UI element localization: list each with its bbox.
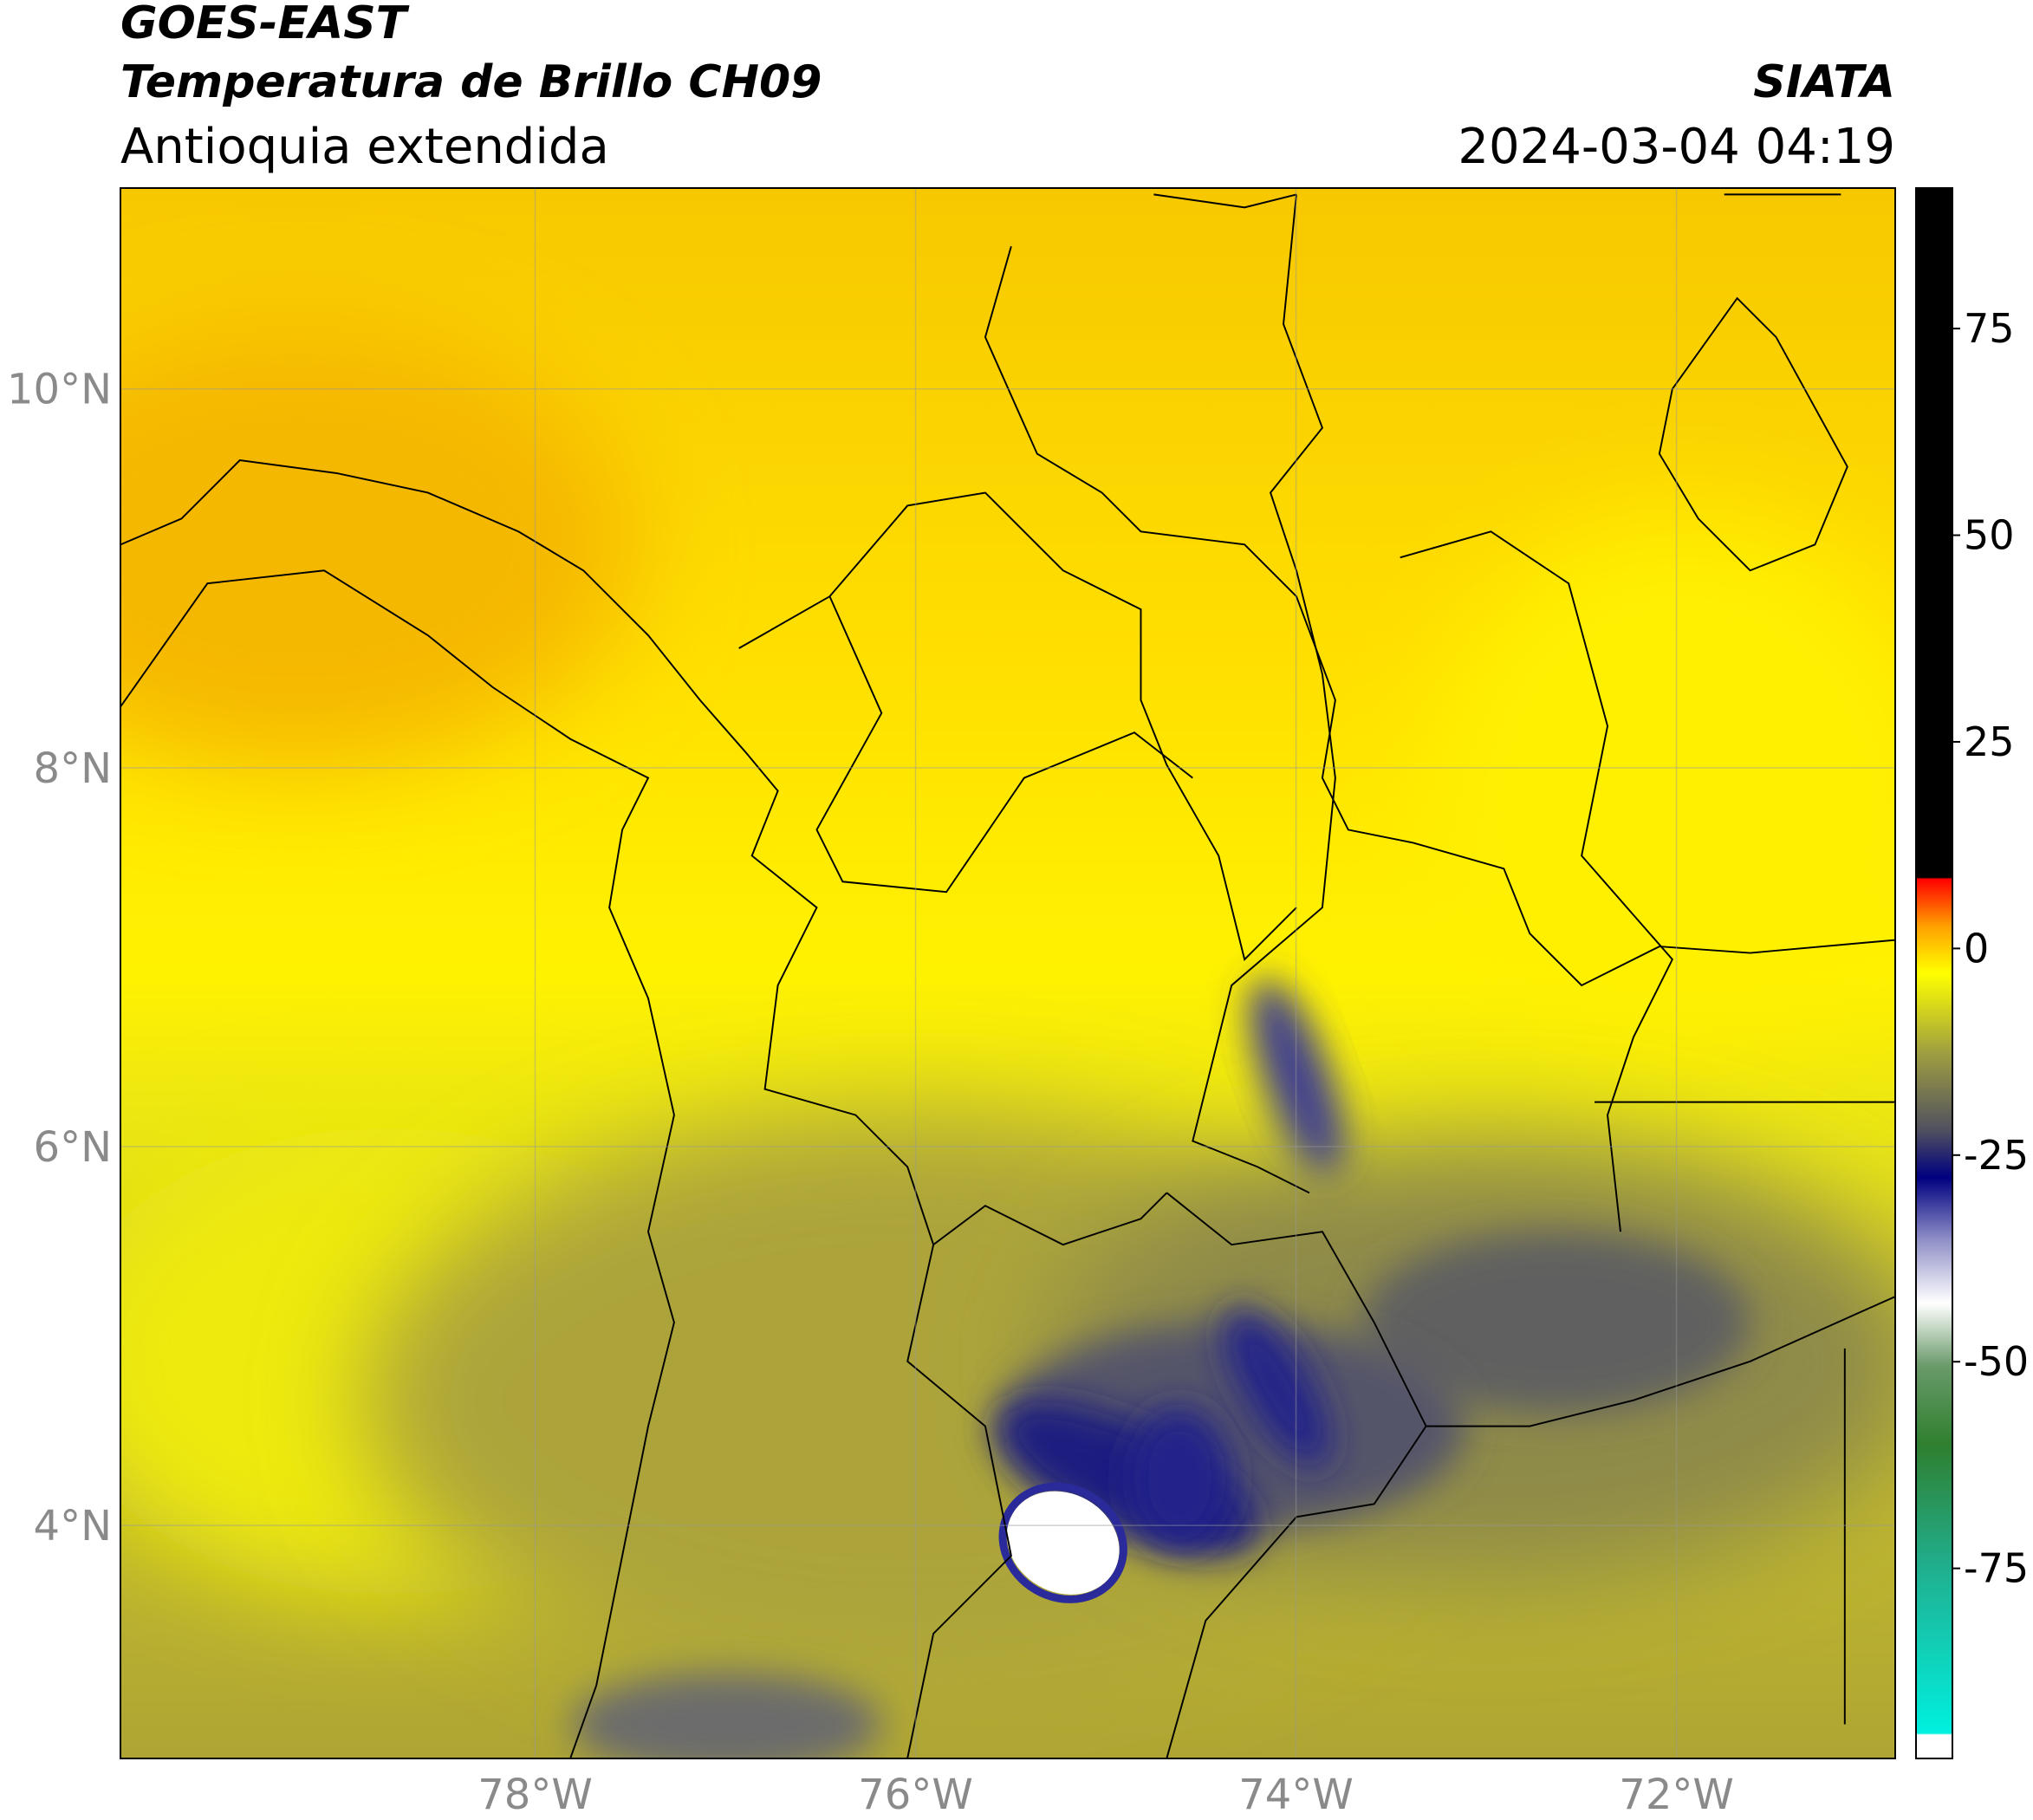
timestamp: 2024-03-04 04:19 (1458, 119, 1895, 175)
y-tick-label: 8°N (34, 744, 112, 793)
colorbar-tick-label: 75 (1964, 305, 2015, 352)
x-tick-label: 74°W (1238, 1771, 1354, 1819)
x-tick-label: 78°W (477, 1771, 593, 1819)
colorbar-tick-label: -25 (1964, 1132, 2029, 1179)
borders (120, 193, 1895, 1758)
y-tick-label: 4°N (34, 1502, 112, 1550)
map-area (120, 188, 1895, 1758)
x-tick-label: 72°W (1619, 1771, 1734, 1819)
x-tick-label: 76°W (858, 1771, 973, 1819)
colorbar-tick-label: -50 (1964, 1338, 2029, 1385)
colorbar-tick-label: 50 (1964, 512, 2015, 559)
subtitle: Temperatura de Brillo CH09 (120, 56, 822, 108)
colorbar-tick-label: -75 (1964, 1545, 2029, 1592)
map-frame (120, 187, 1896, 1759)
y-tick-label: 10°N (7, 366, 112, 414)
colorbar (1915, 187, 1953, 1759)
y-tick-label: 6°N (34, 1123, 112, 1172)
region: Antioquia extendida (120, 119, 609, 175)
title: GOES-EAST (120, 0, 410, 49)
colorbar-tick-label: 25 (1964, 718, 2015, 765)
source: SIATA (1753, 56, 1895, 108)
cloud-field (120, 324, 1895, 1758)
colorbar-tick-label: 0 (1964, 925, 1989, 972)
grid (120, 188, 1895, 1758)
